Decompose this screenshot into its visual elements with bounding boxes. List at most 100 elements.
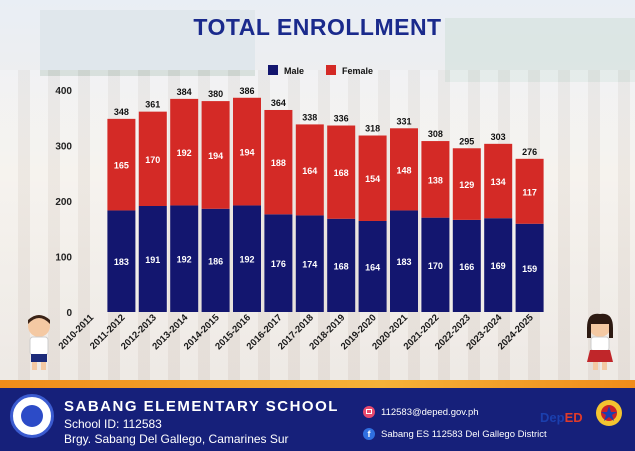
school-address: Brgy. Sabang Del Gallego, Camarines Sur	[64, 432, 289, 446]
data-label-male: 170	[428, 261, 443, 271]
data-label-female: 117	[522, 187, 537, 197]
bar-female	[390, 128, 418, 211]
boy-cartoon-icon	[28, 315, 50, 370]
enrollment-chart: 01002003004002010-20111831653482011-2012…	[55, 65, 544, 352]
bar-female	[201, 101, 230, 209]
facebook-icon: f	[363, 428, 375, 440]
girl-cartoon-icon	[587, 313, 613, 370]
email-contact[interactable]: 112583@deped.gov.ph	[363, 406, 479, 418]
bar-female	[515, 158, 544, 224]
data-label-male: 176	[271, 259, 286, 269]
data-label-total: 361	[145, 100, 160, 110]
data-label-male: 159	[522, 264, 537, 274]
data-label-total: 318	[365, 124, 380, 134]
data-label-total: 386	[239, 86, 254, 96]
data-label-female: 192	[177, 148, 192, 158]
school-seal-icon	[10, 394, 54, 438]
school-name: SABANG ELEMENTARY SCHOOL	[64, 398, 339, 415]
email-text: 112583@deped.gov.ph	[381, 406, 479, 418]
bar-female	[421, 141, 450, 218]
data-label-female: 165	[114, 161, 129, 171]
data-label-female: 138	[428, 175, 443, 185]
bar-female	[358, 135, 387, 221]
data-label-female: 194	[239, 148, 254, 158]
data-label-total: 331	[396, 116, 411, 126]
bar-male	[358, 220, 387, 312]
bar-female	[138, 111, 167, 206]
data-label-female: 164	[302, 166, 317, 176]
data-label-total: 348	[114, 107, 129, 117]
y-tick-label: 200	[55, 197, 72, 208]
legend-swatch-male	[268, 65, 278, 75]
y-tick-label: 100	[55, 253, 72, 264]
data-label-male: 183	[396, 257, 411, 267]
y-tick-label: 300	[55, 142, 72, 153]
footer: SABANG ELEMENTARY SCHOOL School ID: 1125…	[0, 388, 635, 451]
bar-male	[390, 210, 418, 312]
data-label-female: 194	[208, 151, 223, 161]
bar-male	[452, 219, 481, 312]
bar-female	[233, 97, 261, 206]
bar-male	[138, 205, 167, 312]
data-label-female: 148	[396, 165, 411, 175]
data-label-female: 134	[491, 177, 506, 187]
data-label-male: 164	[365, 262, 380, 272]
data-label-female: 129	[459, 180, 474, 190]
bar-female	[264, 109, 293, 215]
data-label-total: 336	[334, 114, 349, 124]
background-building-right	[445, 18, 635, 82]
bar-female	[452, 148, 481, 220]
data-label-total: 380	[208, 89, 223, 99]
chart-title: TOTAL ENROLLMENT	[193, 14, 442, 40]
data-label-total: 364	[271, 98, 286, 108]
data-label-male: 168	[334, 261, 349, 271]
data-label-total: 338	[302, 112, 317, 122]
deped-logo-a: Dep	[540, 410, 565, 425]
data-label-total: 308	[428, 129, 443, 139]
bar-male	[201, 208, 230, 312]
bar-female	[170, 98, 199, 206]
data-label-male: 192	[239, 255, 254, 265]
legend-label-female: Female	[342, 66, 373, 76]
bar-male	[484, 218, 513, 312]
data-label-total: 295	[459, 136, 474, 146]
bar-male	[327, 218, 356, 312]
deped-logo-b: ED	[564, 410, 583, 425]
y-tick-label: 0	[66, 308, 72, 319]
bagong-pilipinas-logo-icon	[596, 400, 622, 426]
data-label-male: 191	[145, 255, 160, 265]
data-label-total: 384	[177, 87, 192, 97]
data-label-total: 303	[491, 132, 506, 142]
school-id: School ID: 112583	[64, 417, 162, 431]
deped-logo: DepED	[540, 410, 583, 425]
facebook-contact[interactable]: f Sabang ES 112583 Del Gallego District	[363, 428, 547, 440]
data-label-male: 174	[302, 260, 317, 270]
bar-female	[327, 125, 356, 219]
data-label-female: 188	[271, 158, 286, 168]
data-label-male: 192	[177, 255, 192, 265]
data-label-female: 154	[365, 174, 380, 184]
facebook-text: Sabang ES 112583 Del Gallego District	[381, 428, 547, 440]
bar-male	[295, 215, 324, 312]
bar-female	[107, 118, 136, 211]
data-label-female: 168	[334, 168, 349, 178]
bar-male	[421, 217, 450, 312]
bar-male	[264, 214, 293, 312]
bar-male	[107, 210, 136, 312]
data-label-male: 186	[208, 256, 223, 266]
data-label-female: 170	[145, 155, 160, 165]
bar-male	[515, 223, 544, 312]
data-label-male: 166	[459, 262, 474, 272]
background-building	[40, 10, 255, 76]
data-label-male: 183	[114, 257, 129, 267]
mail-icon	[363, 406, 375, 418]
y-tick-label: 400	[55, 86, 72, 97]
data-label-male: 169	[491, 261, 506, 271]
footer-stripe	[0, 380, 635, 390]
bar-female	[295, 124, 324, 216]
legend-label-male: Male	[284, 66, 304, 76]
legend-swatch-female	[326, 65, 336, 75]
bar-male	[170, 205, 199, 312]
data-label-total: 276	[522, 147, 537, 157]
bar-male	[233, 205, 261, 312]
